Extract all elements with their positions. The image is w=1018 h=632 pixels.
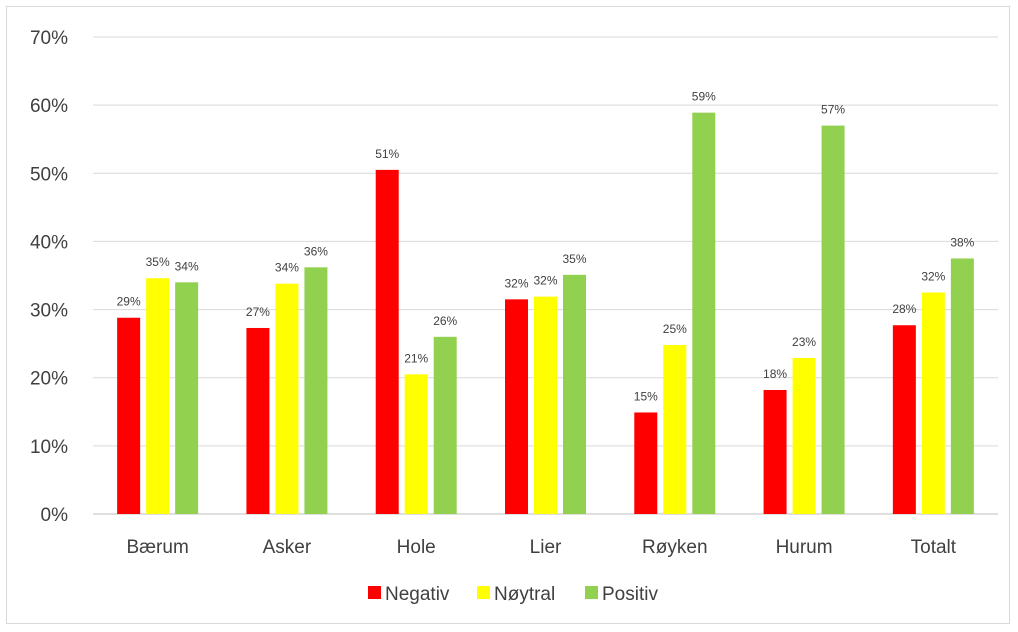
bar-negativ xyxy=(892,325,916,514)
legend-label: Negativ xyxy=(385,584,450,605)
bar-positiv xyxy=(692,112,716,514)
category-label: Asker xyxy=(263,537,312,558)
legend-label: Positiv xyxy=(602,584,658,605)
data-label: 21% xyxy=(404,351,428,365)
bar-positiv xyxy=(175,282,199,514)
bar-positiv xyxy=(821,125,845,514)
data-label: 32% xyxy=(921,270,945,284)
data-label: 29% xyxy=(117,295,141,309)
bar-positiv xyxy=(563,274,586,514)
data-label: 51% xyxy=(375,147,399,161)
data-label: 57% xyxy=(821,103,845,117)
bar-negativ xyxy=(375,169,399,514)
data-label: 35% xyxy=(562,252,586,266)
bar-nøytral xyxy=(534,296,557,514)
legend-swatch xyxy=(368,586,381,599)
bar-negativ xyxy=(246,327,270,514)
y-tick-label: 0% xyxy=(41,505,69,526)
bar-positiv xyxy=(433,336,457,514)
y-tick-label: 10% xyxy=(30,437,68,458)
data-label: 34% xyxy=(175,259,199,273)
category-label: Hurum xyxy=(776,537,833,558)
data-label: 25% xyxy=(663,322,687,336)
legend-swatch xyxy=(477,586,490,599)
bar-positiv xyxy=(304,267,328,514)
bar-negativ xyxy=(634,412,658,514)
data-label: 35% xyxy=(146,255,170,269)
y-tick-label: 60% xyxy=(30,96,68,117)
bar-nøytral xyxy=(275,283,299,514)
bar-negativ xyxy=(763,389,787,514)
y-tick-label: 40% xyxy=(30,232,68,253)
y-tick-label: 20% xyxy=(30,369,68,390)
data-label: 15% xyxy=(634,389,658,403)
category-label: Totalt xyxy=(911,537,957,558)
bar-nøytral xyxy=(404,374,428,514)
bar-negativ xyxy=(505,299,528,514)
y-tick-label: 30% xyxy=(30,301,68,322)
data-label: 26% xyxy=(433,314,457,328)
data-label: 32% xyxy=(504,276,528,290)
category-label: Bærum xyxy=(126,537,188,558)
y-tick-label: 50% xyxy=(30,164,68,185)
bar-nøytral xyxy=(146,278,170,514)
bar-nøytral xyxy=(663,345,687,514)
data-label: 38% xyxy=(950,235,974,249)
bar-nøytral xyxy=(792,357,816,514)
bar-nøytral xyxy=(921,292,945,514)
data-label: 18% xyxy=(763,367,787,381)
data-label: 36% xyxy=(304,244,328,258)
category-label: Hole xyxy=(397,537,436,558)
legend-swatch xyxy=(585,586,598,599)
data-label: 27% xyxy=(246,305,270,319)
y-tick-label: 70% xyxy=(30,28,68,49)
data-label: 32% xyxy=(533,274,557,288)
data-label: 59% xyxy=(692,90,716,104)
bar-negativ xyxy=(117,317,141,514)
legend-label: Nøytral xyxy=(494,584,555,605)
category-label: Lier xyxy=(530,537,562,558)
data-label: 34% xyxy=(275,261,299,275)
data-label: 28% xyxy=(892,302,916,316)
category-label: Røyken xyxy=(642,537,707,558)
data-label: 23% xyxy=(792,335,816,349)
bar-positiv xyxy=(950,258,974,514)
